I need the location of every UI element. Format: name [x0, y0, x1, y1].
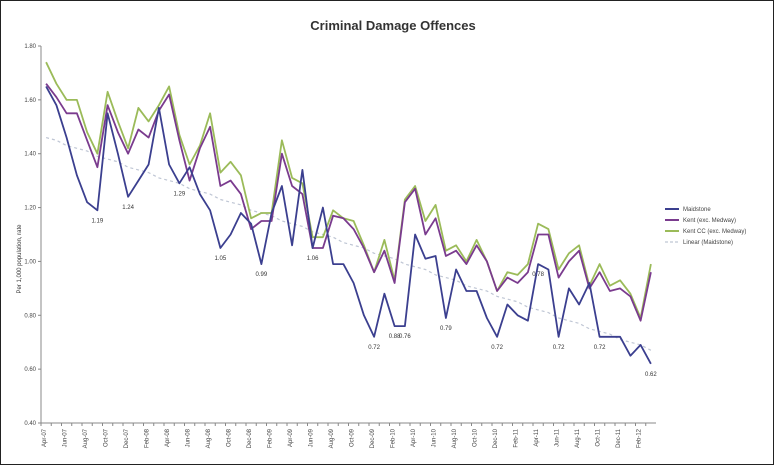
- y-tick-label: 1.00: [24, 259, 36, 265]
- legend: Maidstone Kent (exc. Medway) Kent CC (exc.…: [665, 207, 746, 246]
- data-label: 0.99: [256, 272, 268, 278]
- x-tick-label: Apr-11: [534, 428, 540, 446]
- x-tick-label: Apr-10: [411, 428, 417, 447]
- x-tick-label: Oct-10: [473, 428, 479, 447]
- y-tick-label: 1.40: [24, 152, 36, 158]
- y-axis: 0.40 0.60 0.80 1.00 1.20 1.40 1.60 1.80: [24, 44, 41, 427]
- x-tick-label: Dec-09: [370, 428, 376, 448]
- x-tick-label: Feb-12: [637, 428, 643, 448]
- data-label: 0.79: [440, 326, 452, 332]
- legend-label: Maidstone: [683, 207, 711, 213]
- series-lines: [45, 61, 652, 365]
- x-tick-label: Dec-08: [247, 428, 253, 448]
- x-tick-label: Feb-10: [391, 428, 397, 448]
- x-tick-label: Oct-11: [596, 428, 602, 446]
- series-line-1: [45, 83, 652, 322]
- x-tick-label: Oct-07: [104, 428, 110, 447]
- x-tick-label: Feb-09: [268, 428, 274, 448]
- x-tick-label: Apr-09: [288, 428, 294, 447]
- data-label: 1.05: [215, 256, 227, 262]
- y-tick-label: 1.80: [24, 44, 36, 50]
- data-label: 1.24: [122, 205, 134, 211]
- y-tick-label: 0.80: [24, 313, 36, 319]
- x-tick-label: Aug-11: [575, 428, 581, 448]
- y-axis-title: Per 1,000 population, rate: [17, 224, 23, 294]
- x-tick-label: Aug-10: [452, 428, 458, 448]
- x-tick-label: Aug-07: [83, 428, 89, 448]
- x-tick-label: Apr-08: [165, 428, 171, 447]
- x-tick-label: Feb-08: [145, 428, 151, 448]
- x-tick-label: Jun-09: [309, 428, 315, 447]
- x-tick-label: Aug-09: [329, 428, 335, 448]
- legend-label: Kent (exc. Medway): [683, 218, 736, 224]
- data-label: 0.72: [368, 345, 380, 351]
- data-label: 0.62: [645, 372, 657, 378]
- data-label: 1.19: [92, 218, 104, 224]
- x-tick-label: Feb-11: [514, 428, 520, 447]
- series-line-3: [45, 137, 652, 351]
- data-label: 0.72: [594, 345, 606, 351]
- data-label: 1.06: [307, 256, 319, 262]
- data-label: 1.29: [174, 191, 186, 197]
- legend-label: Kent CC (exc. Medway): [683, 229, 746, 235]
- data-label: 0.88: [389, 334, 401, 340]
- data-label: 0.72: [491, 345, 503, 351]
- plot-area: [40, 46, 656, 424]
- x-tick-label: Jun-10: [432, 428, 438, 447]
- data-label: 0.76: [399, 334, 411, 340]
- y-tick-label: 0.60: [24, 367, 36, 373]
- x-tick-label: Jun-11: [555, 428, 561, 447]
- x-tick-label: Oct-08: [227, 428, 233, 447]
- x-tick-label: Aug-08: [206, 428, 212, 448]
- y-tick-label: 1.60: [24, 98, 36, 104]
- data-label: 0.72: [553, 345, 565, 351]
- x-tick-label: Dec-10: [493, 428, 499, 448]
- chart-title: Criminal Damage Offences: [310, 18, 475, 33]
- y-tick-label: 1.20: [24, 206, 36, 212]
- x-tick-label: Dec-07: [124, 428, 130, 448]
- legend-label: Linear (Maidstone): [683, 240, 733, 246]
- x-tick-label: Oct-09: [350, 428, 356, 447]
- x-tick-label: Apr-07: [42, 428, 48, 447]
- data-label: 0.78: [532, 272, 544, 278]
- y-tick-label: 0.40: [24, 421, 36, 427]
- data-labels: 1.19 1.24 1.29 1.05 0.99 1.06 0.72 0.880.76 0.79…: [92, 191, 658, 377]
- series-line-0: [45, 85, 652, 365]
- series-line-2: [45, 61, 652, 319]
- x-tick-label: Dec-11: [616, 428, 622, 448]
- x-tick-label: Jun-08: [186, 428, 192, 447]
- x-axis: Apr-07 Jun-07 Aug-07 Oct-07 Dec-07 Feb-08 Apr-…: [40, 423, 647, 448]
- x-tick-label: Jun-07: [63, 428, 69, 447]
